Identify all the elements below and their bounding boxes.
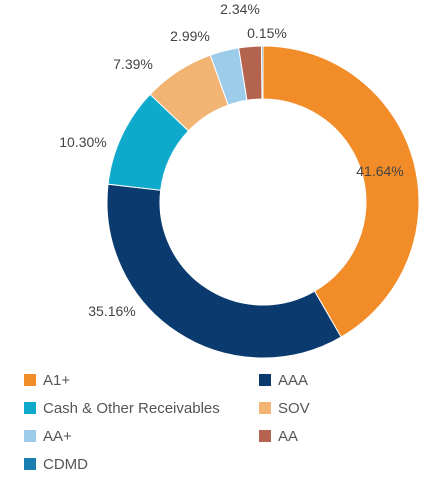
legend-item-cash: Cash & Other Receivables [24,398,220,418]
legend-swatch [24,458,36,470]
legend-item-cdmd: CDMD [24,454,88,474]
legend-swatch [259,374,271,386]
legend-item-aa: AA [259,426,298,446]
legend-swatch [24,430,36,442]
legend-label: SOV [278,399,310,417]
slice-value-label: 10.30% [59,134,106,150]
slice-value-label: 35.16% [88,303,135,319]
legend-swatch [24,402,36,414]
slice-value-label: 41.64% [356,163,403,179]
legend-item-sov: SOV [259,398,310,418]
legend-swatch [24,374,36,386]
legend-label: CDMD [43,455,88,473]
slice-value-label: 2.99% [170,28,210,44]
slice-value-label: 2.34% [220,1,260,17]
donut-slice-0 [262,45,420,338]
legend-label: A1+ [43,371,71,389]
donut-chart: 41.64% 35.16% 10.30% 7.39% 2.99% 2.34% 0.15% [59,1,420,359]
legend-item-aaplus: AA+ [24,426,72,446]
legend-swatch [259,430,271,442]
donut-slice-6 [261,45,264,100]
slice-value-label: 7.39% [113,56,153,72]
legend-label: AA+ [43,427,72,445]
donut-slice-1 [106,183,342,359]
slice-value-label: 0.15% [247,25,287,41]
legend-item-a1plus: A1+ [24,370,70,390]
legend-label: AAA [278,371,309,389]
legend-label: AA [278,427,299,445]
legend-swatch [259,402,271,414]
legend-label: Cash & Other Receivables [43,399,220,417]
legend-item-aaa: AAA [259,370,308,390]
